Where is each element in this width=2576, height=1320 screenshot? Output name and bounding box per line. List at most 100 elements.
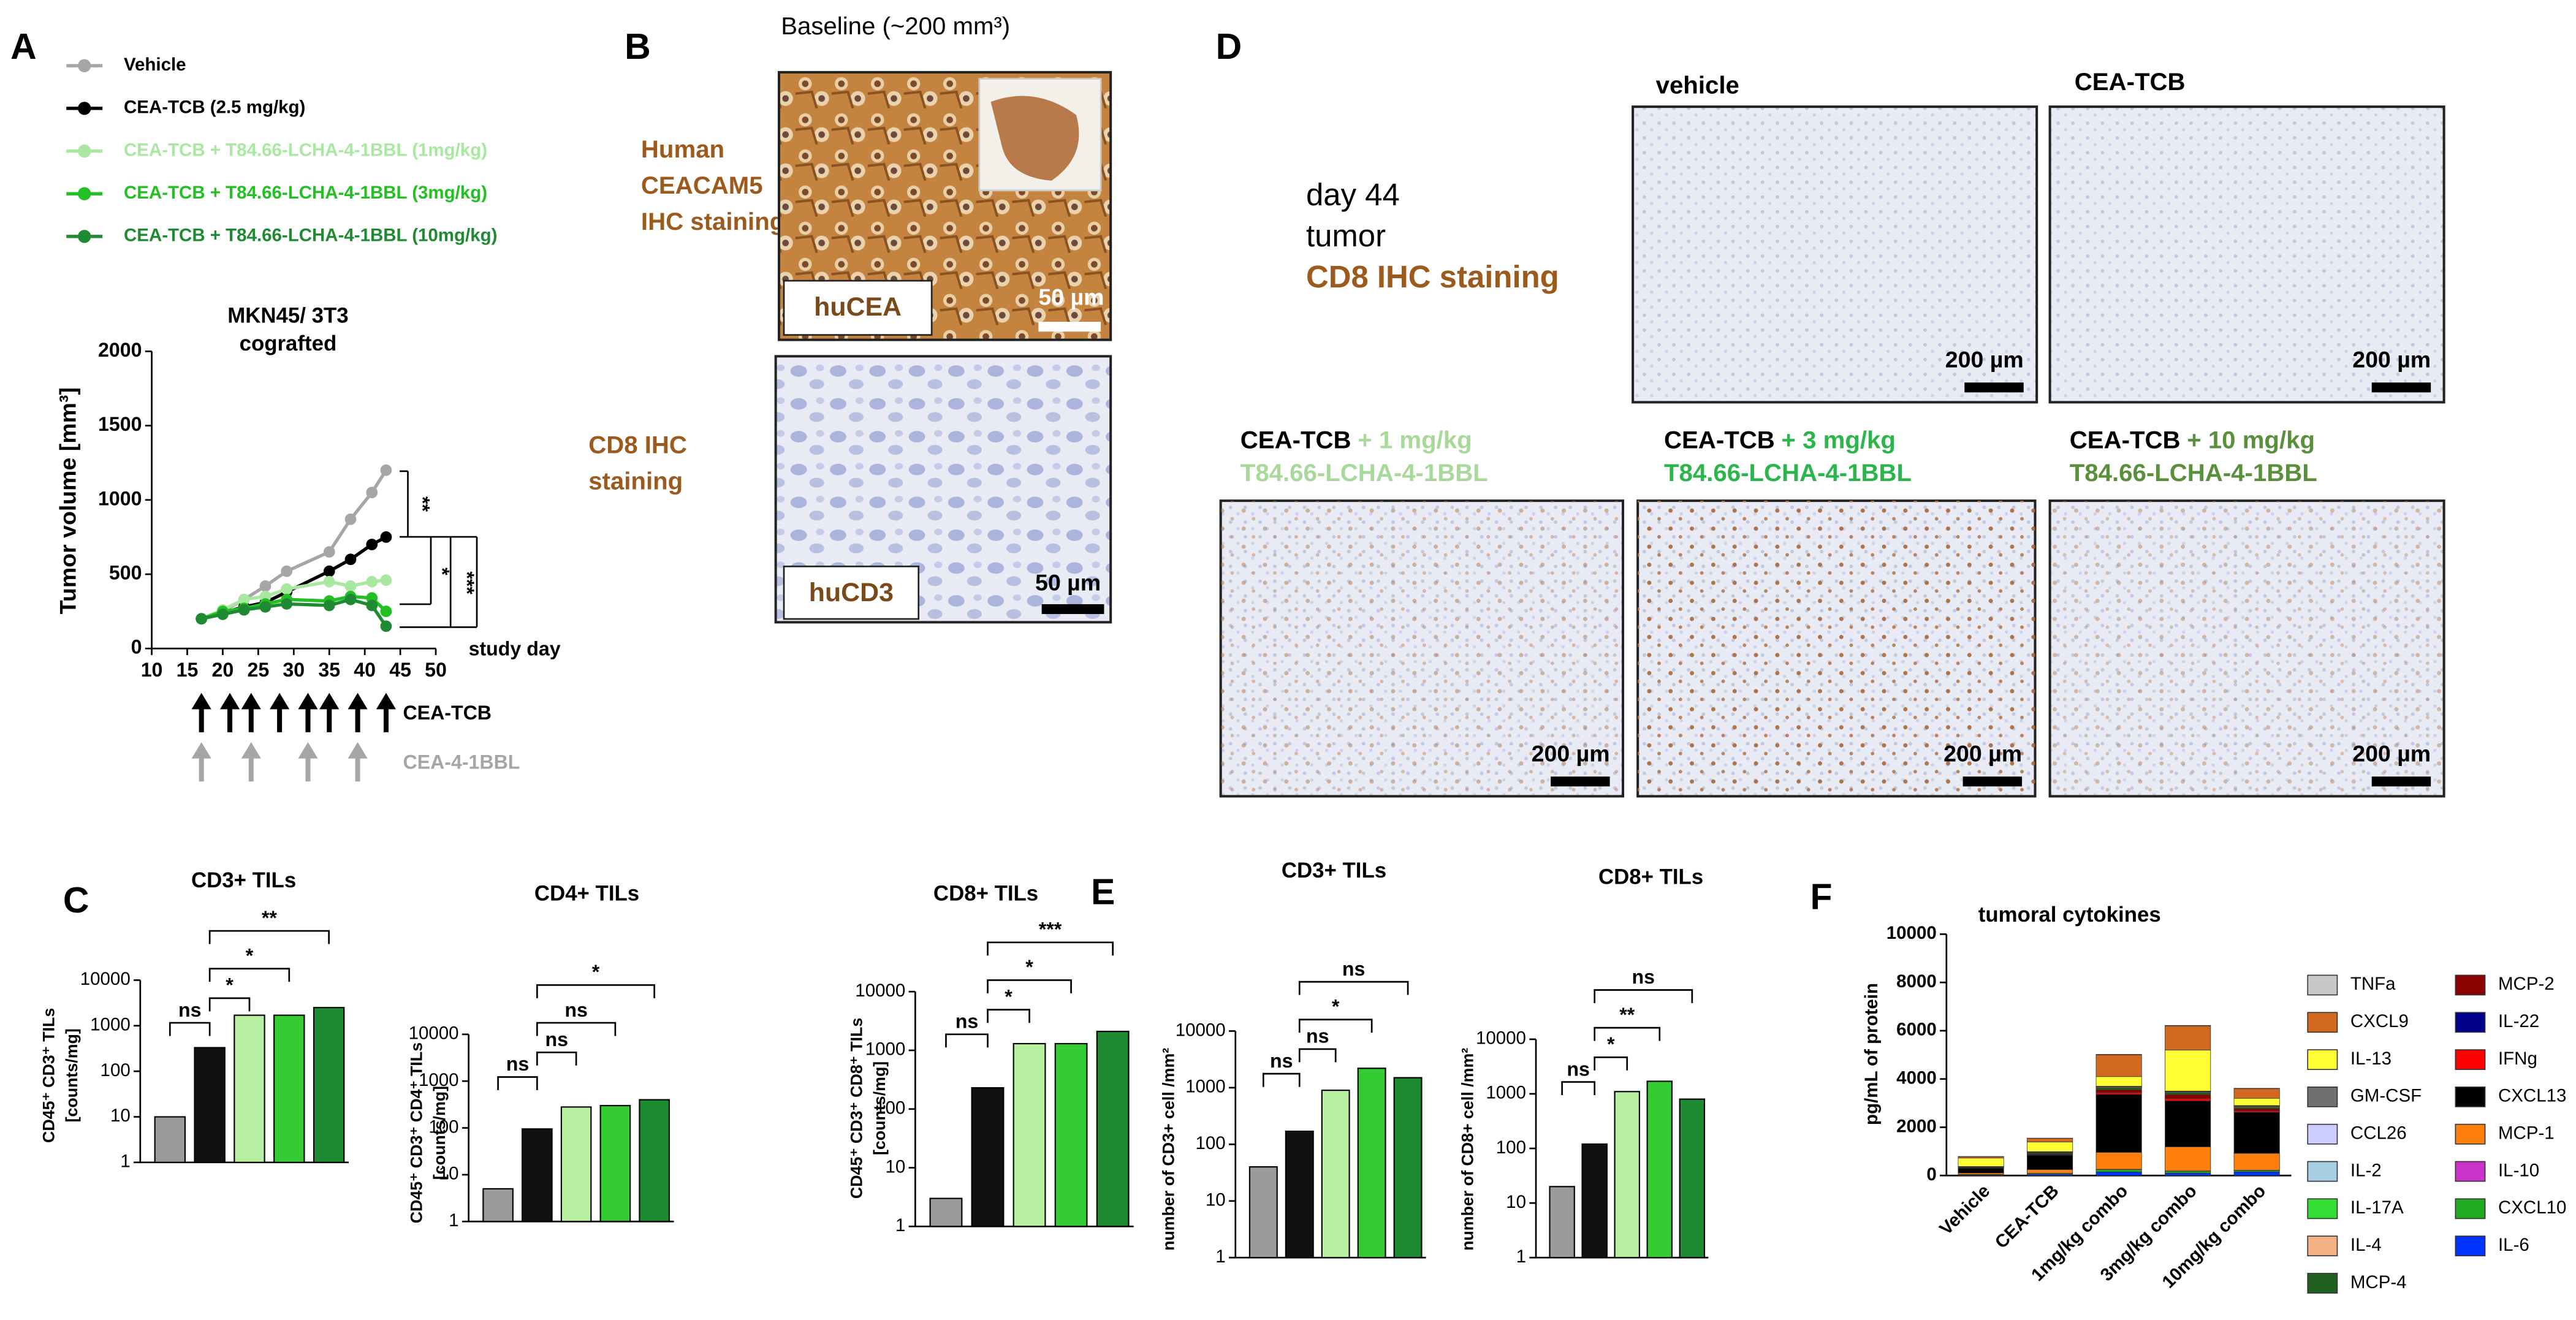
chart-title: MKN45/ 3T3 <box>227 303 348 327</box>
label-box <box>783 279 933 336</box>
stain-label: CD8 IHC <box>588 431 687 458</box>
image-label: huCD3 <box>809 578 894 607</box>
scale-label: 200 µm <box>2352 740 2431 766</box>
panel-b: Baseline (~200 mm³) Human CEACAM5 IHC st… <box>588 12 1112 624</box>
bar-segment <box>2027 1169 2073 1174</box>
stain-label: staining <box>588 467 683 495</box>
data-point <box>323 575 335 588</box>
y-tick-label: 10000 <box>409 1023 459 1044</box>
y-tick-label: 6000 <box>1896 1020 1937 1040</box>
scale-bar <box>1964 382 2024 393</box>
significance: ns <box>1342 958 1365 980</box>
y-tick-label: 10000 <box>855 981 905 1001</box>
scale-label: 200 µm <box>1943 740 2022 766</box>
scale-bar <box>2371 382 2431 393</box>
chart-title: CD8+ TILs <box>933 881 1038 905</box>
bar-segment <box>2165 1172 2211 1176</box>
data-point <box>380 574 392 586</box>
data-point <box>196 613 208 625</box>
scale-label: 50 µm <box>1035 570 1101 596</box>
caption-treatment: CEA-TCB <box>1241 426 1351 453</box>
panel-label: E <box>1091 873 1115 912</box>
y-axis-label: [counts/mg] <box>63 1028 81 1122</box>
bar <box>194 1047 226 1163</box>
legend-swatch <box>2455 1049 2486 1070</box>
bar <box>1054 1042 1088 1227</box>
y-tick-label: 100 <box>428 1117 458 1137</box>
significance: * <box>226 974 234 996</box>
cd8-overlay <box>1220 501 1624 797</box>
legend-label: CEA-TCB + T84.66-LCHA-4-1BBL (3mg/kg) <box>124 183 487 203</box>
data-point <box>323 546 335 558</box>
bar <box>1357 1068 1386 1259</box>
bar-segment <box>2095 1094 2142 1153</box>
legend-label: TNFa <box>2350 974 2396 994</box>
sig-bracket <box>1561 1081 1596 1095</box>
y-tick-label: 500 <box>109 562 142 584</box>
caption-treatment: CEA-TCB <box>1664 426 1775 453</box>
data-point <box>238 593 250 605</box>
legend-label: CEA-TCB + T84.66-LCHA-4-1BBL (10mg/kg) <box>124 226 497 246</box>
significance: *** <box>456 571 478 594</box>
x-tick-label: 45 <box>389 659 411 681</box>
y-tick-label: 1000 <box>1185 1077 1226 1097</box>
image-caption: CEA-TCB <box>2075 68 2186 96</box>
significance: ns <box>1306 1025 1329 1047</box>
bar-segment <box>1958 1158 2004 1167</box>
bar <box>1248 1166 1278 1259</box>
x-tick-label: 20 <box>212 659 234 681</box>
legend-marker <box>78 187 91 200</box>
dose-arrowhead <box>219 692 240 710</box>
y-tick-label: 1000 <box>419 1070 459 1090</box>
data-point <box>344 580 357 592</box>
sig-bracket <box>497 1076 538 1090</box>
dose-arrowhead <box>319 692 340 710</box>
bar-segment <box>2027 1155 2073 1170</box>
data-point <box>281 565 293 577</box>
chart-title: CD3+ TILs <box>191 868 296 892</box>
significance: * <box>431 567 454 575</box>
legend-label: IL-6 <box>2498 1235 2529 1255</box>
stain-label: CEACAM5 <box>641 172 763 199</box>
y-axis-label: Tumor volume [mm³] <box>55 387 81 614</box>
significance: ns <box>1567 1058 1589 1080</box>
data-point <box>344 513 357 525</box>
panel-label: F <box>1810 878 1832 917</box>
bar <box>560 1106 592 1223</box>
bar <box>522 1128 553 1223</box>
scale-label: 200 µm <box>1532 740 1610 766</box>
caption-dose: + 3 mg/kg <box>1781 426 1895 453</box>
bar-segment <box>2165 1098 2211 1101</box>
sig-bracket <box>1298 1048 1337 1063</box>
bar-segment <box>2027 1142 2073 1152</box>
image-caption: vehicle <box>1656 72 1739 99</box>
data-point <box>366 575 378 588</box>
bar-segment <box>2165 1092 2211 1095</box>
legend-label: IL-13 <box>2350 1049 2392 1069</box>
chart-title: CD4+ TILs <box>534 881 639 905</box>
significance: ns <box>956 1011 979 1033</box>
y-tick-label: 2000 <box>98 339 142 361</box>
bar-segment <box>2095 1092 2142 1095</box>
stain-label: IHC staining <box>641 208 785 235</box>
legend-swatch <box>2455 1235 2486 1257</box>
bar-segment <box>2233 1171 2280 1176</box>
dose-arrowhead <box>241 742 261 759</box>
sig-bracket <box>536 984 655 998</box>
bar <box>313 1007 345 1163</box>
y-axis-label: [counts/mg] <box>430 1086 449 1180</box>
y-tick-label: 10 <box>110 1106 131 1126</box>
image-caption: CEA-TCB + 3 mg/kg <box>1664 426 1896 453</box>
significance: ** <box>411 496 433 512</box>
bar-segment <box>2095 1169 2142 1172</box>
legend-swatch <box>2455 1198 2486 1219</box>
sig-bracket <box>208 997 251 1012</box>
image-caption: CEA-TCB + 1 mg/kg <box>1241 426 1472 453</box>
y-axis-label: [counts/mg] <box>870 1061 889 1155</box>
bar-segment <box>2165 1146 2211 1172</box>
legend-marker <box>78 230 91 243</box>
scale-label: 50 µm <box>1038 284 1104 310</box>
info-text: day 44 <box>1306 177 1400 212</box>
significance: * <box>246 944 254 966</box>
x-tick-label: 35 <box>318 659 340 681</box>
